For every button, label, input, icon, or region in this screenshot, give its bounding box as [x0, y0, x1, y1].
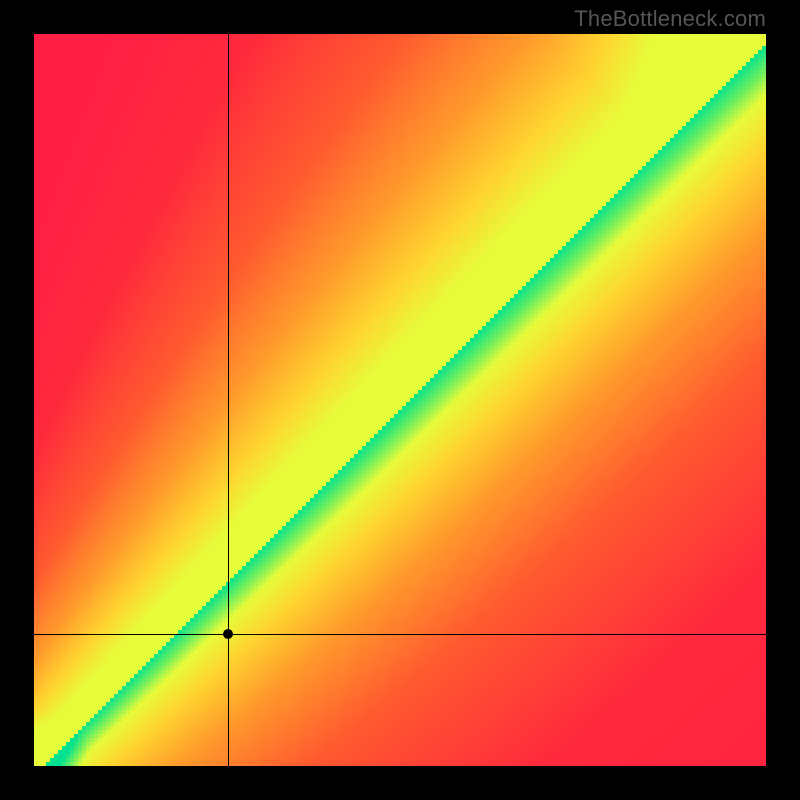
watermark-text: TheBottleneck.com — [574, 6, 766, 32]
crosshair-vertical — [228, 34, 229, 766]
crosshair-horizontal — [34, 634, 766, 635]
heatmap-canvas — [34, 34, 766, 766]
plot-area — [34, 34, 766, 766]
crosshair-marker — [223, 629, 233, 639]
chart-frame: TheBottleneck.com — [0, 0, 800, 800]
